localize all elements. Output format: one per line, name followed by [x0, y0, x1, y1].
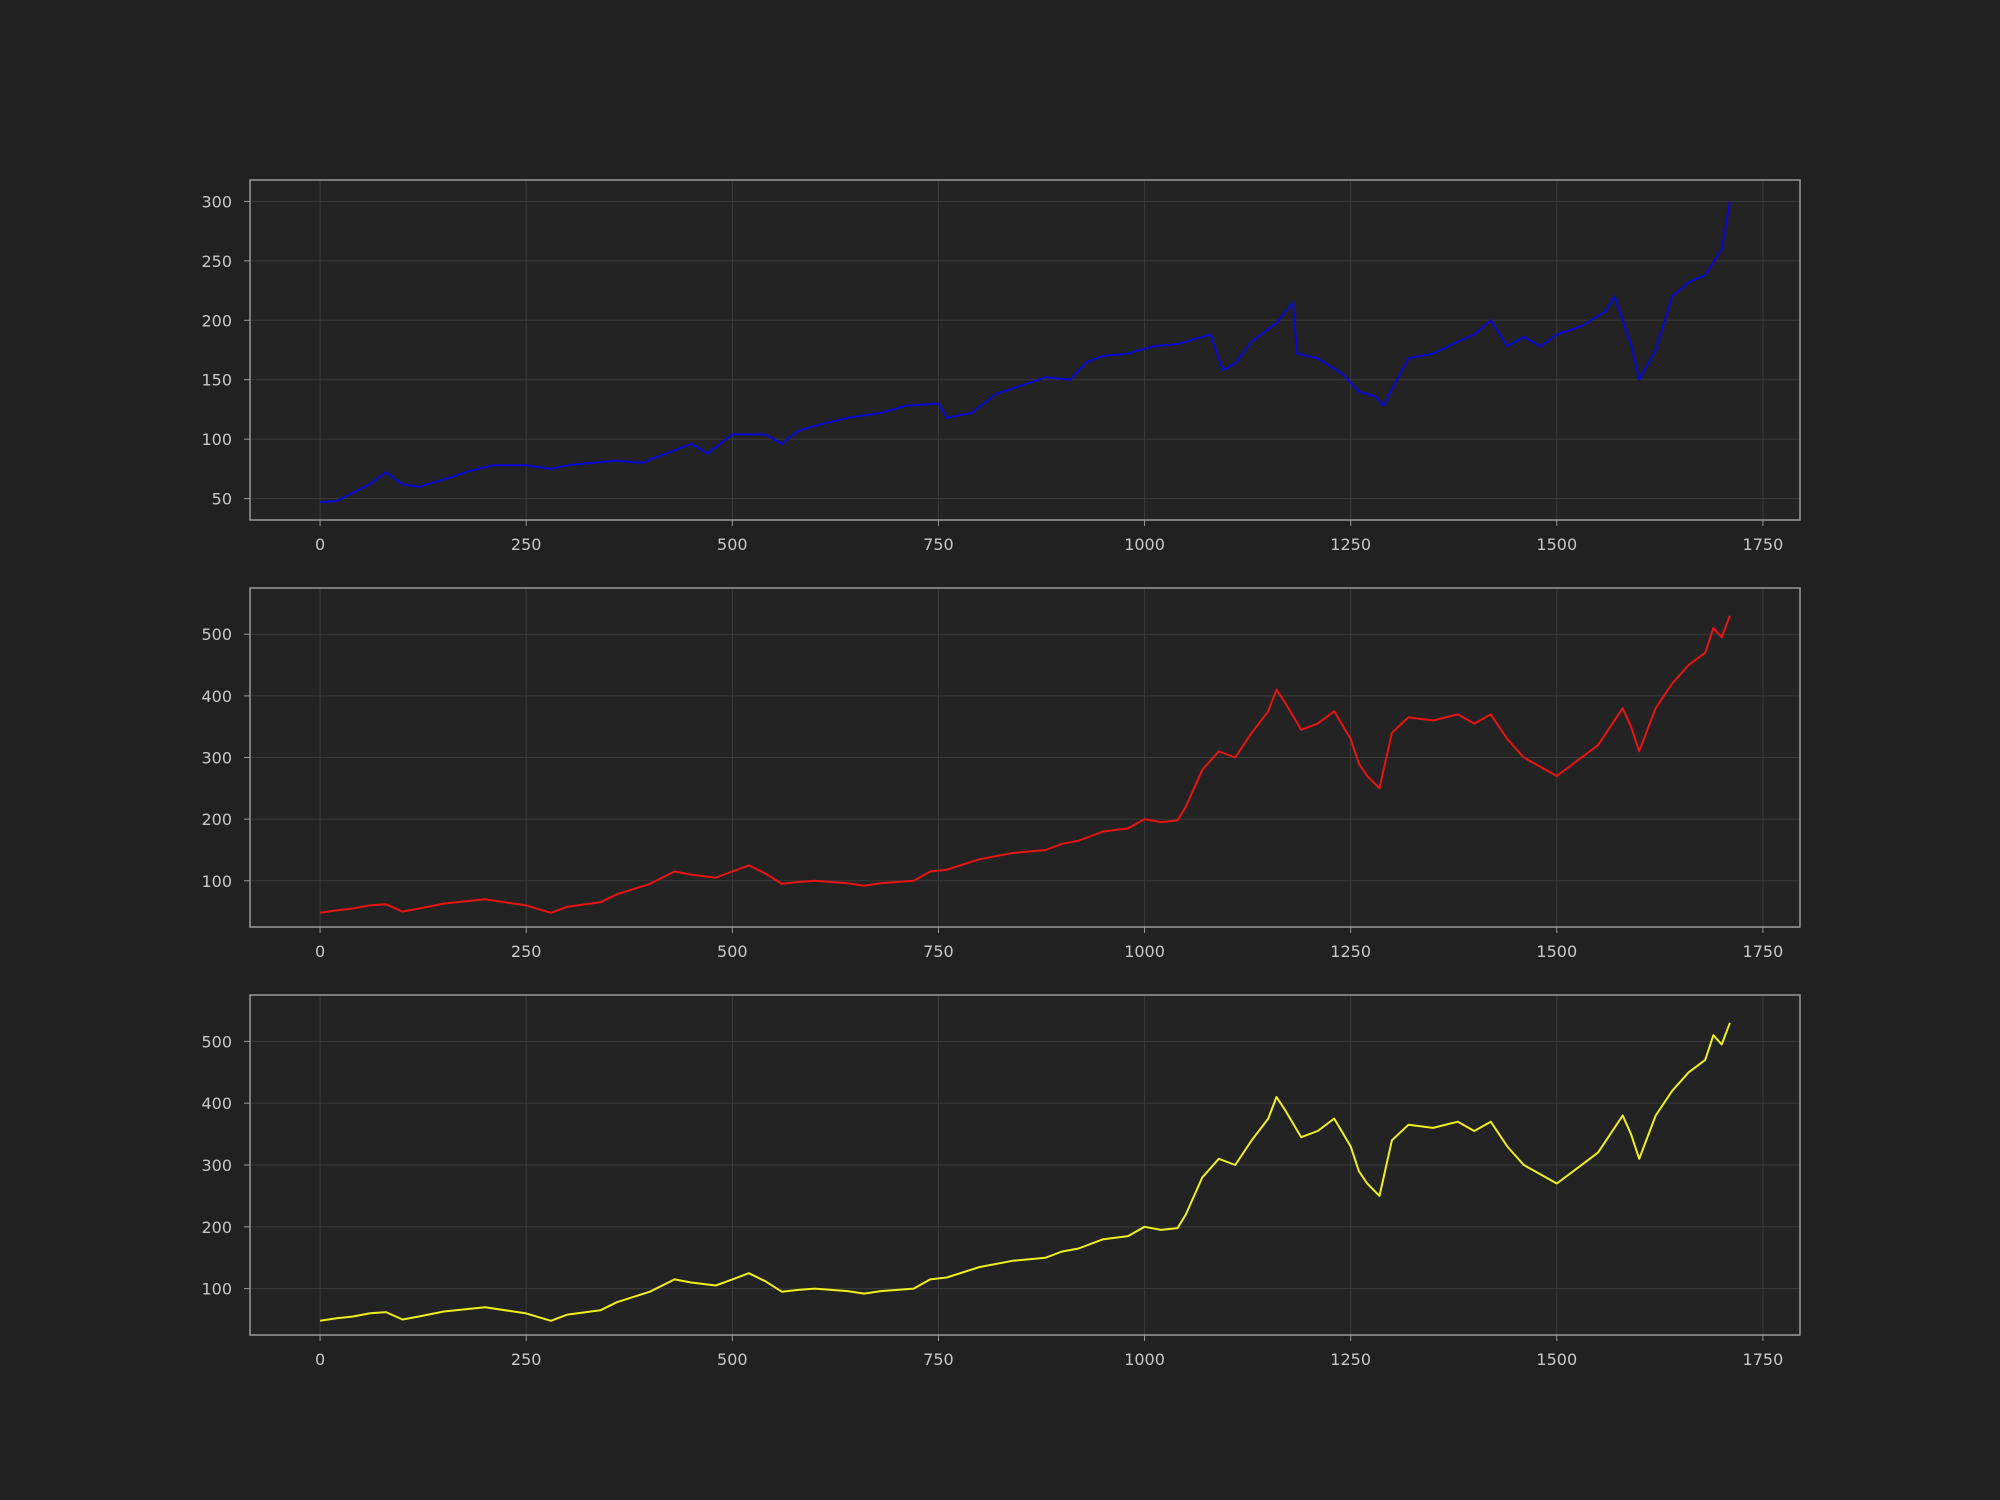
x-tick-label: 1500 [1536, 535, 1577, 554]
series-line [319, 615, 1731, 914]
y-tick-label: 400 [201, 687, 232, 706]
y-tick-label: 300 [201, 749, 232, 768]
subplot-1: 0 250 500 750 1000 1250 1500 1750 50 100 150 200 250… [201, 179, 1801, 554]
subplot-panels: 0 250 500 750 1000 1250 1500 175050100150200250… [201, 179, 1801, 1369]
x-tick-label: 750 [923, 535, 954, 554]
series-line [319, 1022, 1731, 1322]
x-tick-label: 0 [315, 1350, 325, 1369]
y-tick-label: 400 [201, 1094, 232, 1113]
x-tick-label: 0 [315, 535, 325, 554]
y-tick-label: 200 [201, 810, 232, 829]
x-tick-label: 750 [923, 1350, 954, 1369]
y-tick-label: 200 [201, 311, 232, 330]
x-tick-label: 1750 [1743, 942, 1784, 961]
x-tick-label: 500 [717, 942, 748, 961]
x-tick-label: 1500 [1536, 1350, 1577, 1369]
x-tick-label: 1750 [1743, 1350, 1784, 1369]
x-tick-label: 1000 [1124, 1350, 1165, 1369]
x-tick-label: 1250 [1330, 942, 1371, 961]
x-tick-label: 1000 [1124, 942, 1165, 961]
subplot-2: 0 250 500 750 1000 1250 1500 1750 100 200 300 400 50… [201, 587, 1801, 961]
x-tick-label: 1250 [1330, 1350, 1371, 1369]
y-tick-label: 100 [201, 430, 232, 449]
x-tick-label: 250 [511, 942, 542, 961]
y-tick-label: 300 [201, 1156, 232, 1175]
x-tick-label: 500 [717, 535, 748, 554]
x-tick-label: 1250 [1330, 535, 1371, 554]
plot-area [250, 180, 1800, 520]
y-tick-label: 500 [201, 1032, 232, 1051]
y-tick-label: 100 [201, 1280, 232, 1299]
x-tick-label: 250 [511, 535, 542, 554]
x-tick-label: 0 [315, 942, 325, 961]
y-tick-label: 500 [201, 625, 232, 644]
x-tick-label: 250 [511, 1350, 542, 1369]
x-tick-label: 1000 [1124, 535, 1165, 554]
y-tick-label: 150 [201, 371, 232, 390]
y-tick-label: 300 [201, 192, 232, 211]
subplot-3: 0 250 500 750 1000 1250 1500 1750 100 200 300 400 50… [201, 994, 1801, 1369]
x-tick-label: 500 [717, 1350, 748, 1369]
x-tick-label: 1500 [1536, 942, 1577, 961]
y-tick-label: 250 [201, 252, 232, 271]
x-tick-label: 1750 [1743, 535, 1784, 554]
x-tick-label: 750 [923, 942, 954, 961]
y-tick-label: 50 [212, 490, 232, 509]
y-tick-label: 200 [201, 1218, 232, 1237]
axes-frame [249, 179, 1801, 521]
y-tick-label: 100 [201, 872, 232, 891]
series-line [320, 201, 1731, 504]
